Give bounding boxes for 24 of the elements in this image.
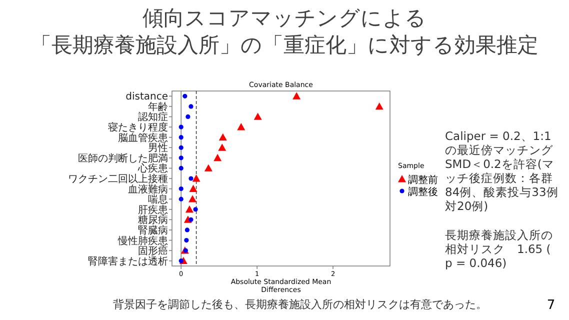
text: 長期療養施設入所の相対リスク 1.65 (p = 0.046) <box>445 228 553 270</box>
y-tick-label: 寝たきり程度 <box>108 122 168 134</box>
legend-label: 調整後 <box>408 186 438 198</box>
y-tick-label: 糖尿病 <box>138 214 168 226</box>
chart-title: 傾向スコアマッチングによる「長期療養施設入所」の「重症化」に対する効果推定 <box>30 6 538 57</box>
y-tick-label: 喘息 <box>148 194 168 206</box>
y-tick-label: 年齢 <box>148 100 168 113</box>
y-tick-label: 医師の判断した肥満 <box>78 152 168 164</box>
y-tick-label: ワクチン二回以上接種 <box>68 173 168 185</box>
y-tick-label: 慢性肺疾患 <box>117 234 168 247</box>
y-tick-label: 男性 <box>148 142 168 154</box>
y-tick-label: 血液難病 <box>128 183 168 196</box>
y-tick-label: 腎障害または透析 <box>88 255 168 268</box>
y-tick-label: 心疾患 <box>137 162 168 175</box>
legend-label: 調整前 <box>408 174 438 186</box>
text: 背景因子を調節した後も、長期療養施設入所の相対リスクは有意であった。 <box>113 298 487 311</box>
y-tick-label: 脳血管疾患 <box>118 132 168 144</box>
y-tick-label: distance <box>126 92 168 103</box>
y-tick-label: 認知症 <box>138 111 168 124</box>
text: 7 <box>546 298 556 313</box>
y-tick-label: 固形癌 <box>138 245 168 258</box>
text: Caliper = 0.2、1:1の最近傍マッチングSMD＜0.2を許容(マッチ後症例数：各群84例、酸素投与33例対20例) <box>445 129 558 213</box>
y-tick-label: 肝疾患 <box>138 204 168 216</box>
y-tick-label: 腎臓病 <box>138 224 168 236</box>
